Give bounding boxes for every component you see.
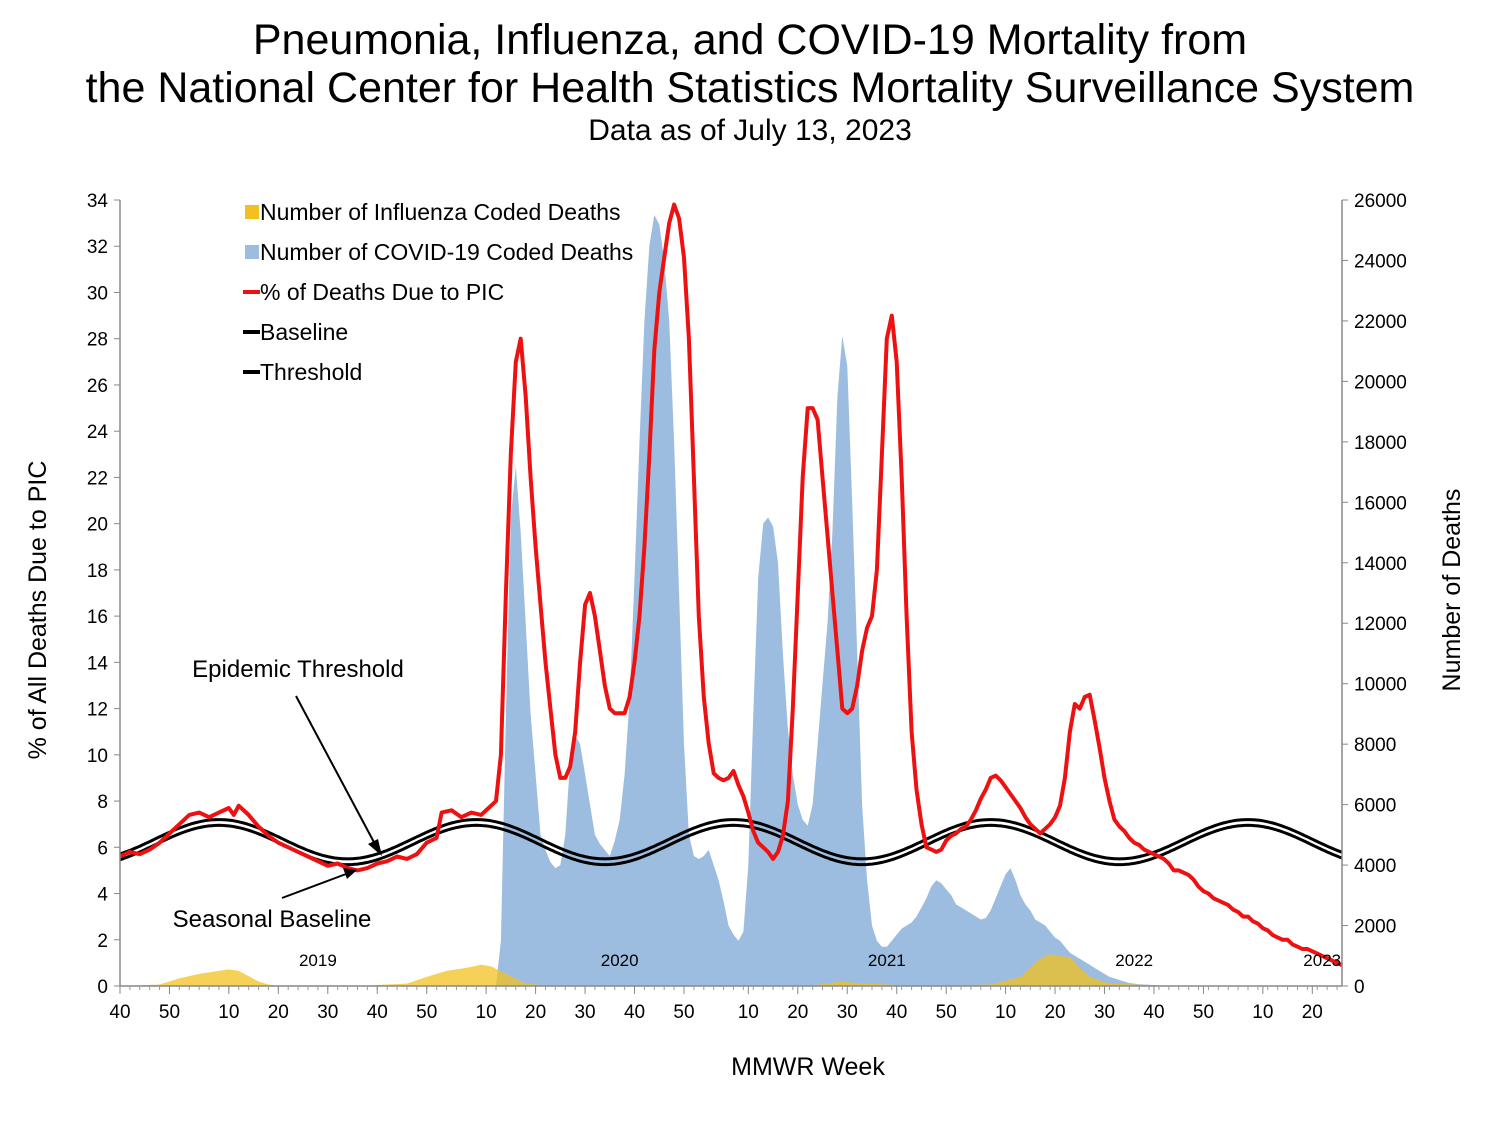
left-tick-label: 34: [87, 191, 109, 212]
annotation-arrow-baseline: [281, 873, 347, 899]
right-axis-title: Number of Deaths: [1438, 489, 1466, 692]
right-tick-label: 22000: [1354, 312, 1407, 333]
legend-label: Number of Influenza Coded Deaths: [260, 199, 621, 225]
legend-label: Threshold: [260, 359, 362, 385]
x-tick-label: 40: [367, 1002, 388, 1023]
annotation-seasonal-baseline: Seasonal Baseline: [173, 906, 372, 933]
x-tick-label: 40: [109, 1002, 130, 1023]
x-tick-label: 10: [476, 1002, 497, 1023]
right-tick-label: 10000: [1354, 675, 1407, 696]
x-tick-label: 20: [1044, 1002, 1065, 1023]
legend-swatch: [245, 245, 259, 259]
left-tick-label: 2: [97, 931, 108, 952]
year-label: 2020: [601, 951, 639, 970]
x-tick-label: 10: [1252, 1002, 1273, 1023]
left-tick-label: 22: [87, 468, 108, 489]
annotation-arrow-threshold: [295, 695, 377, 847]
x-tick-label: 50: [416, 1002, 437, 1023]
left-tick-label: 12: [87, 700, 108, 721]
x-tick-label: 50: [673, 1002, 694, 1023]
x-tick-label: 40: [624, 1002, 645, 1023]
x-tick-label: 30: [317, 1002, 338, 1023]
left-tick-label: 10: [87, 746, 108, 767]
left-tick-label: 30: [87, 283, 108, 304]
right-tick-label: 8000: [1354, 735, 1396, 756]
right-tick-label: 20000: [1354, 372, 1407, 393]
x-tick-label: 20: [268, 1002, 289, 1023]
annotation-arrowhead-threshold: [368, 839, 382, 856]
axes-layer: 0246810121416182022242628303234020004000…: [24, 191, 1466, 1081]
x-tick-label: 30: [1094, 1002, 1115, 1023]
right-tick-label: 12000: [1354, 614, 1407, 635]
chart-title-line2: the National Center for Health Statistic…: [85, 64, 1415, 112]
legend-swatch: [245, 205, 259, 219]
x-tick-label: 30: [837, 1002, 858, 1023]
annotation-epidemic-threshold: Epidemic Threshold: [192, 656, 404, 683]
left-tick-label: 16: [87, 607, 108, 628]
left-tick-label: 26: [87, 376, 108, 397]
x-tick-label: 20: [525, 1002, 546, 1023]
year-label: 2022: [1115, 951, 1153, 970]
right-tick-label: 18000: [1354, 433, 1407, 454]
left-tick-label: 8: [97, 792, 108, 813]
right-tick-label: 0: [1354, 977, 1365, 998]
annotation-layer: Epidemic Threshold Seasonal Baseline: [173, 656, 404, 933]
annotation-arrowhead-baseline: [343, 868, 357, 879]
x-tick-label: 10: [738, 1002, 759, 1023]
left-tick-label: 0: [97, 977, 108, 998]
left-tick-label: 14: [87, 653, 109, 674]
baseline-line: [119, 823, 1343, 867]
x-tick-label: 30: [574, 1002, 595, 1023]
year-label: 2019: [299, 951, 337, 970]
x-tick-label: 40: [1143, 1002, 1164, 1023]
influenza-deaths-area: [120, 954, 1342, 986]
x-tick-label: 50: [1193, 1002, 1214, 1023]
threshold-line: [119, 818, 1343, 861]
pic-percent-line: [119, 202, 1343, 968]
x-tick-label: 50: [936, 1002, 957, 1023]
left-tick-label: 32: [87, 237, 108, 258]
left-tick-label: 6: [97, 838, 108, 859]
legend-label: Number of COVID-19 Coded Deaths: [260, 239, 633, 265]
x-tick-label: 40: [886, 1002, 907, 1023]
right-tick-label: 26000: [1354, 191, 1407, 212]
legend-label: % of Deaths Due to PIC: [260, 279, 504, 305]
right-tick-label: 14000: [1354, 554, 1407, 575]
right-tick-label: 4000: [1354, 856, 1396, 877]
x-tick-label: 50: [159, 1002, 180, 1023]
line-layer: [119, 202, 1343, 968]
left-tick-label: 4: [97, 885, 108, 906]
chart-title-line1: Pneumonia, Influenza, and COVID-19 Morta…: [252, 16, 1248, 64]
x-axis-title: MMWR Week: [731, 1053, 885, 1081]
right-tick-label: 2000: [1354, 917, 1396, 938]
left-tick-label: 24: [87, 422, 109, 443]
year-label: 2023: [1303, 951, 1341, 970]
left-tick-label: 18: [87, 561, 108, 582]
right-tick-label: 6000: [1354, 796, 1396, 817]
right-tick-label: 24000: [1354, 251, 1407, 272]
right-tick-label: 16000: [1354, 493, 1407, 514]
x-tick-label: 20: [1302, 1002, 1323, 1023]
left-axis-title: % of All Deaths Due to PIC: [24, 461, 52, 760]
left-tick-label: 28: [87, 330, 108, 351]
legend-label: Baseline: [260, 319, 348, 345]
x-tick-label: 10: [995, 1002, 1016, 1023]
legend: Number of Influenza Coded Deaths Number o…: [243, 199, 633, 385]
year-label: 2021: [868, 951, 906, 970]
left-tick-label: 20: [87, 515, 108, 536]
chart-subtitle: Data as of July 13, 2023: [588, 114, 912, 147]
x-tick-label: 10: [218, 1002, 239, 1023]
x-tick-label: 20: [787, 1002, 808, 1023]
